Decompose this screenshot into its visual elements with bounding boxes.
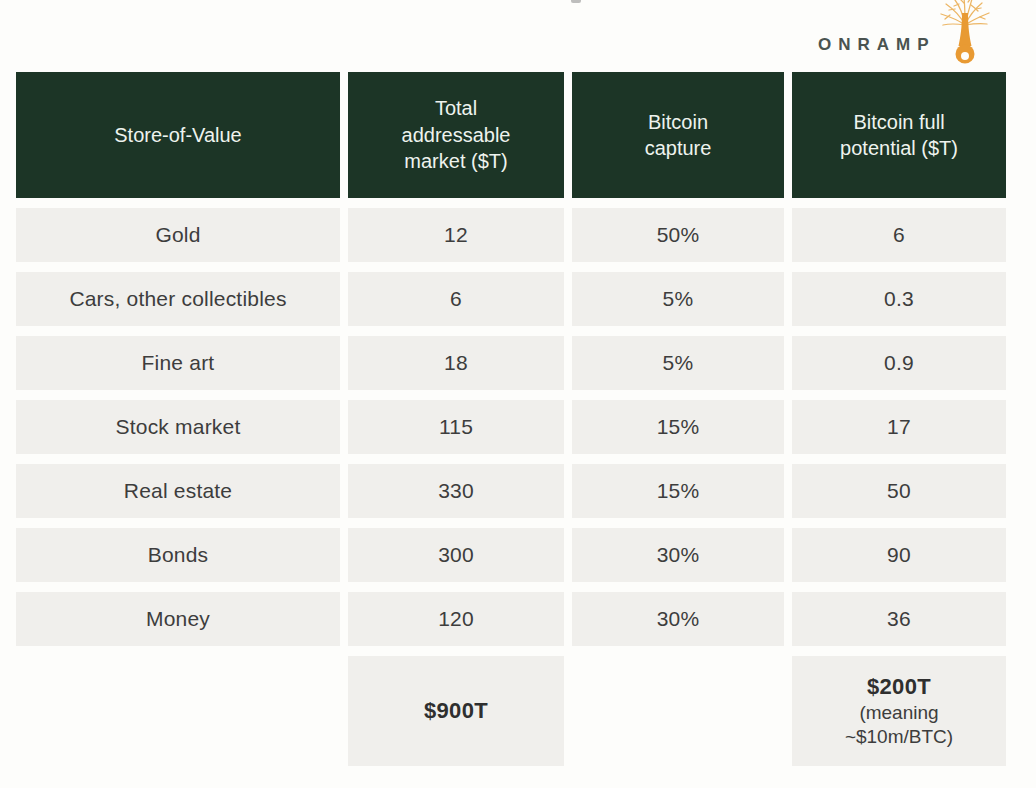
footer-empty-cell bbox=[572, 656, 784, 766]
footer-empty-cell bbox=[16, 656, 340, 766]
row-potential: 36 bbox=[792, 592, 1006, 646]
row-potential: 0.9 bbox=[792, 336, 1006, 390]
row-label: Bonds bbox=[16, 528, 340, 582]
row-tam: 115 bbox=[348, 400, 564, 454]
potential-total-value: $200T bbox=[867, 673, 931, 701]
header-total-addressable-market: Total addressable market ($T) bbox=[348, 72, 564, 198]
row-label: Fine art bbox=[16, 336, 340, 390]
row-label: Stock market bbox=[16, 400, 340, 454]
row-label: Gold bbox=[16, 208, 340, 262]
top-edge-artifact bbox=[571, 0, 581, 3]
row-capture: 5% bbox=[572, 336, 784, 390]
row-tam: 300 bbox=[348, 528, 564, 582]
row-capture: 15% bbox=[572, 400, 784, 454]
row-capture: 30% bbox=[572, 592, 784, 646]
onramp-logo: ONRAMP bbox=[818, 0, 998, 68]
tam-total-cell: $900T bbox=[348, 656, 564, 766]
row-potential: 50 bbox=[792, 464, 1006, 518]
row-label: Cars, other collectibles bbox=[16, 272, 340, 326]
tam-total-value: $900T bbox=[424, 697, 488, 725]
row-tam: 18 bbox=[348, 336, 564, 390]
row-capture: 15% bbox=[572, 464, 784, 518]
row-capture: 50% bbox=[572, 208, 784, 262]
key-hole bbox=[961, 52, 969, 60]
row-capture: 30% bbox=[572, 528, 784, 582]
store-of-value-table: Store-of-Value Total addressable market … bbox=[16, 72, 1006, 766]
row-label: Money bbox=[16, 592, 340, 646]
gold-tree-key-icon bbox=[938, 0, 992, 67]
row-label: Real estate bbox=[16, 464, 340, 518]
row-potential: 90 bbox=[792, 528, 1006, 582]
row-tam: 12 bbox=[348, 208, 564, 262]
header-bitcoin-capture: Bitcoin capture bbox=[572, 72, 784, 198]
row-potential: 0.3 bbox=[792, 272, 1006, 326]
potential-total-cell: $200T (meaning ~$10m/BTC) bbox=[792, 656, 1006, 766]
brand-name: ONRAMP bbox=[818, 35, 936, 55]
potential-total-note: (meaning ~$10m/BTC) bbox=[845, 701, 953, 750]
header-bitcoin-full-potential: Bitcoin full potential ($T) bbox=[792, 72, 1006, 198]
row-potential: 17 bbox=[792, 400, 1006, 454]
row-tam: 330 bbox=[348, 464, 564, 518]
row-potential: 6 bbox=[792, 208, 1006, 262]
header-store-of-value: Store-of-Value bbox=[16, 72, 340, 198]
row-tam: 120 bbox=[348, 592, 564, 646]
row-tam: 6 bbox=[348, 272, 564, 326]
row-capture: 5% bbox=[572, 272, 784, 326]
